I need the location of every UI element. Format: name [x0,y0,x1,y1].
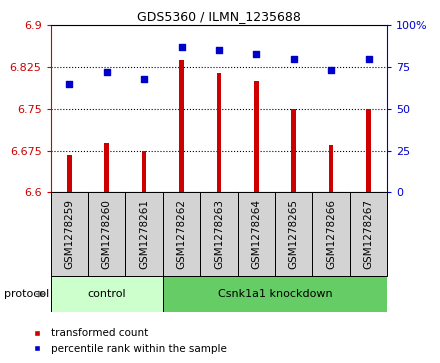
Text: GSM1278259: GSM1278259 [64,199,74,269]
Point [178,44,185,50]
Text: GSM1278266: GSM1278266 [326,199,336,269]
Bar [312,192,350,276]
Point [141,76,148,82]
Bar [67,155,72,192]
Bar [142,151,147,192]
Text: control: control [88,289,126,299]
Text: GSM1278265: GSM1278265 [289,199,299,269]
Point [327,68,335,73]
Bar [350,192,387,276]
Text: GSM1278264: GSM1278264 [251,199,261,269]
Legend: transformed count, percentile rank within the sample: transformed count, percentile rank withi… [23,324,231,358]
Bar [179,60,184,192]
Bar [216,73,221,192]
Bar [51,276,163,312]
Bar [163,276,387,312]
Bar [238,192,275,276]
Bar [291,109,296,192]
Point [103,69,110,75]
Point [365,56,372,62]
Text: GSM1278261: GSM1278261 [139,199,149,269]
Text: GSM1278267: GSM1278267 [363,199,374,269]
Text: GSM1278260: GSM1278260 [102,199,112,269]
Point [290,56,297,62]
Text: Csnk1a1 knockdown: Csnk1a1 knockdown [218,289,332,299]
Title: GDS5360 / ILMN_1235688: GDS5360 / ILMN_1235688 [137,10,301,23]
Point [66,81,73,87]
Text: GSM1278262: GSM1278262 [176,199,187,269]
Text: GSM1278263: GSM1278263 [214,199,224,269]
Bar [366,109,371,192]
Bar [88,192,125,276]
Bar [51,192,88,276]
Point [253,51,260,57]
Bar [329,145,334,192]
Bar [275,192,312,276]
Bar [104,143,109,192]
Point [216,48,223,53]
Text: protocol: protocol [4,289,50,299]
Bar [125,192,163,276]
Bar [163,192,200,276]
Bar [200,192,238,276]
Bar [254,81,259,192]
